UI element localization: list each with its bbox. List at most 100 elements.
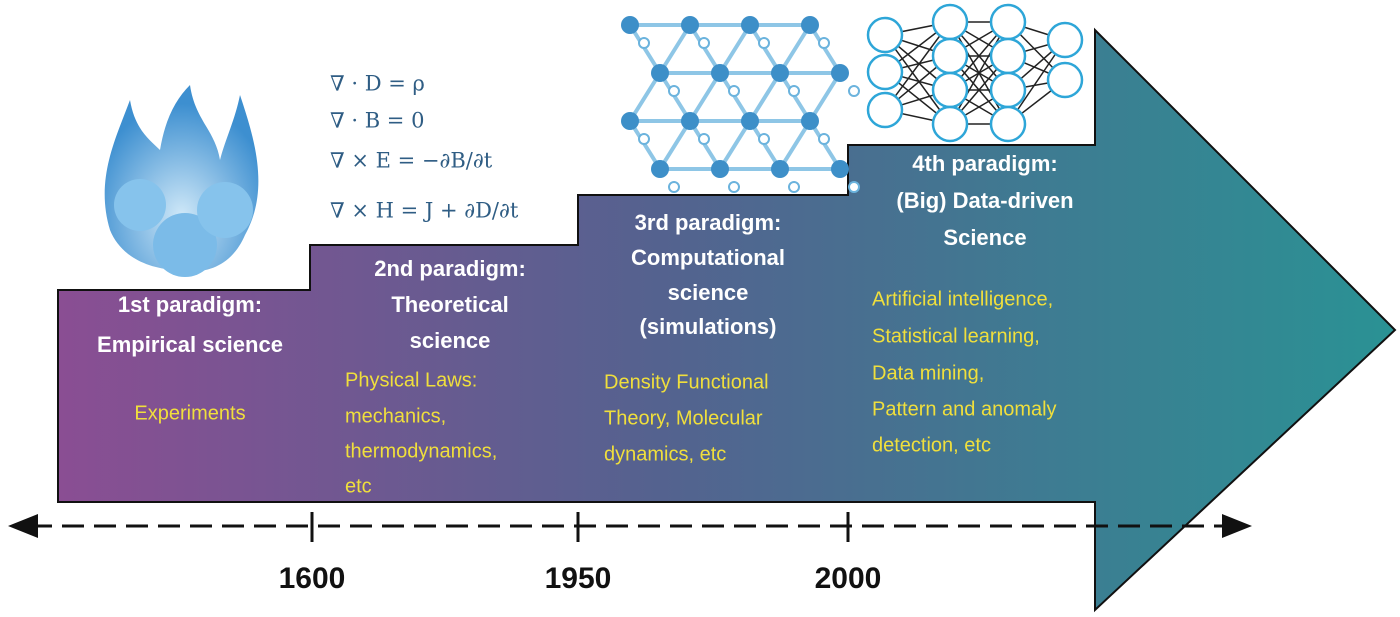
crystal-atom (818, 133, 830, 145)
crystal-atom (771, 64, 789, 82)
crystal-bond (658, 71, 692, 123)
crystal-bond (778, 71, 812, 123)
crystal-atom (681, 112, 699, 130)
paradigm-title: science (668, 280, 749, 305)
paradigm-item: etc (345, 475, 372, 497)
paradigm-item: detection, etc (872, 434, 991, 456)
paradigm-title: Empirical science (97, 332, 283, 357)
crystal-atom (621, 112, 639, 130)
nn-node (1046, 61, 1084, 99)
crystal-bond (748, 71, 782, 123)
timeline-arrowhead (8, 514, 38, 538)
nn-edge (884, 34, 951, 125)
crystal-atom (848, 181, 860, 193)
fire-icon (104, 85, 259, 277)
nn-node (866, 91, 904, 129)
crystal-atom (668, 85, 680, 97)
crystal-atom (741, 112, 759, 130)
nn-node (989, 3, 1027, 41)
nn-node (931, 37, 969, 75)
paradigm-3: 3rd paradigm: Computational science (sim… (604, 210, 785, 465)
crystal-bond (778, 23, 812, 75)
crystal-bond (688, 71, 722, 123)
paradigm-item: Pattern and anomaly (872, 398, 1057, 420)
paradigm-item: Physical Laws: (345, 369, 477, 391)
crystal-atom (638, 37, 650, 49)
nn-node (989, 105, 1027, 143)
crystal-atom (818, 37, 830, 49)
paradigm-1: 1st paradigm: Empirical science Experime… (97, 292, 283, 424)
crystal-bond (628, 23, 662, 75)
paradigm-item: Theory, Molecular (604, 407, 763, 429)
paradigm-title: (Big) Data-driven (896, 188, 1073, 213)
paradigm-title: 4th paradigm: (912, 151, 1057, 176)
crystal-bond (778, 119, 812, 171)
nn-node (931, 3, 969, 41)
crystal-atom (758, 133, 770, 145)
crystal-bond (658, 119, 692, 171)
crystal-atom (801, 112, 819, 130)
crystal-atom (668, 181, 680, 193)
paradigm-title: Computational (631, 245, 785, 270)
crystal-bond (808, 71, 842, 123)
nn-node (866, 16, 904, 54)
equation: ∇ × E = −∂B/∂t (330, 149, 493, 173)
crystal-atom (711, 64, 729, 82)
crystal-atom (771, 160, 789, 178)
nn-node (1046, 21, 1084, 59)
crystal-bond (808, 119, 842, 171)
crystal-atom (848, 85, 860, 97)
crystal-bond (718, 119, 752, 171)
crystal-atom (728, 85, 740, 97)
illustrations (104, 3, 1084, 277)
paradigm-title: Science (943, 225, 1026, 250)
crystal-bond (718, 23, 752, 75)
nn-node (989, 71, 1027, 109)
paradigm-item: Artificial intelligence, (872, 288, 1053, 310)
crystal-atom (788, 85, 800, 97)
paradigm-item: thermodynamics, (345, 440, 497, 462)
paradigm-item: Data mining, (872, 362, 984, 384)
crystal-bond (808, 23, 842, 75)
neural-network-icon (866, 3, 1084, 143)
timeline-arrowhead (1222, 514, 1252, 538)
crystal-atom (698, 37, 710, 49)
crystal-atom (728, 181, 740, 193)
crystal-bond (748, 119, 782, 171)
paradigm-title: 2nd paradigm: (374, 256, 526, 281)
paradigm-item: dynamics, etc (604, 443, 726, 465)
timeline-year: 2000 (815, 562, 882, 595)
nn-node (931, 105, 969, 143)
crystal-bond (688, 23, 722, 75)
crystal-atom (831, 64, 849, 82)
crystal-atom (758, 37, 770, 49)
nn-node (931, 71, 969, 109)
crystal-atom (638, 133, 650, 145)
crystal-atom (741, 16, 759, 34)
crystal-atom (788, 181, 800, 193)
crystal-bond (688, 119, 722, 171)
crystal-atom (698, 133, 710, 145)
crystal-atom (621, 16, 639, 34)
paradigm-title: Theoretical (391, 292, 508, 317)
crystal-icon (621, 16, 860, 193)
crystal-atom (801, 16, 819, 34)
crystal-bond (658, 23, 692, 75)
crystal-atom (651, 64, 669, 82)
paradigm-title: science (410, 328, 491, 353)
crystal-bond (628, 119, 662, 171)
paradigm-title: 1st paradigm: (118, 292, 262, 317)
paradigm-item: Density Functional (604, 371, 769, 393)
crystal-atom (711, 160, 729, 178)
paradigm-item: Experiments (134, 402, 245, 424)
paradigm-title: 3rd paradigm: (635, 210, 782, 235)
equations: ∇ · D = ρ ∇ · B = 0 ∇ × E = −∂B/∂t ∇ × H… (330, 72, 519, 223)
paradigm-item: Statistical learning, (872, 325, 1040, 347)
nn-node (989, 37, 1027, 75)
timeline-year: 1950 (545, 562, 612, 595)
crystal-bond (748, 23, 782, 75)
nn-edge (949, 21, 1009, 125)
equation: ∇ × H = J + ∂D/∂t (330, 199, 519, 223)
crystal-bond (718, 71, 752, 123)
equation: ∇ · D = ρ (330, 72, 425, 96)
